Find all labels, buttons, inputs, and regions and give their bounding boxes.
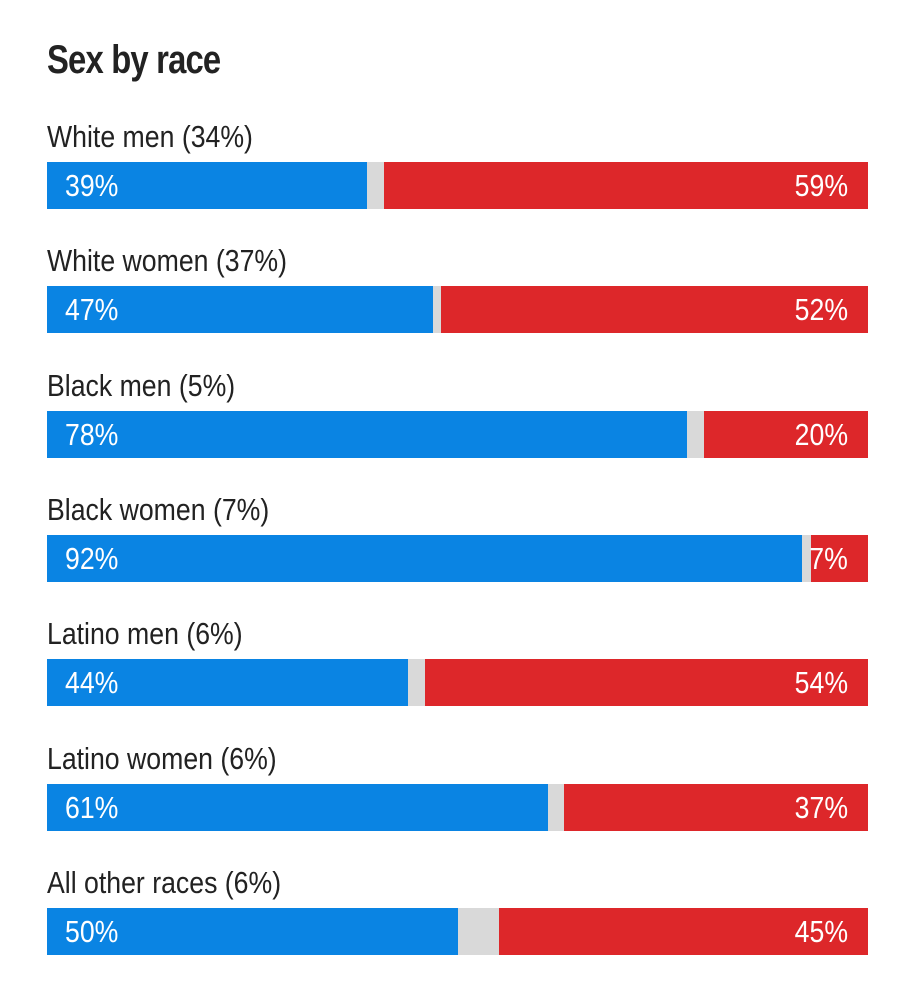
category-label: Black women (7%) [47, 492, 270, 527]
bar-row: Black women (7%) 92% 7% [47, 490, 868, 590]
bar-segment-dem [47, 659, 409, 706]
bar-segment-dem [47, 784, 548, 831]
bar-segment-rep [441, 286, 868, 333]
bar-segment-dem [47, 286, 433, 333]
bar-segment-rep [564, 784, 868, 831]
bar-track: 92% 7% [47, 535, 868, 582]
bar-row: White men (34%) 39% 59% [47, 117, 868, 217]
bar-track: 78% 20% [47, 411, 868, 458]
bar-row: Black men (5%) 78% 20% [47, 366, 868, 466]
value-label-dem: 92% [65, 541, 119, 576]
bar-track: 47% 52% [47, 286, 868, 333]
bar-track: 50% 45% [47, 908, 868, 955]
bar-track: 44% 54% [47, 659, 868, 706]
bar-segment-dem [47, 908, 458, 955]
bar-segment-dem [47, 162, 368, 209]
value-label-rep: 7% [809, 541, 848, 576]
category-label: All other races (6%) [47, 865, 282, 900]
bar-segment-dem [47, 411, 688, 458]
bar-row: Latino women (6%) 61% 37% [47, 739, 868, 839]
category-label: Black men (5%) [47, 368, 236, 403]
bar-segment-dem [47, 535, 803, 582]
bar-segment-rep [498, 908, 868, 955]
category-label: Latino women (6%) [47, 741, 277, 776]
value-label-dem: 47% [65, 292, 119, 327]
value-label-dem: 50% [65, 914, 119, 949]
value-label-rep: 37% [794, 790, 848, 825]
bar-row: White women (37%) 47% 52% [47, 241, 868, 341]
category-label: White women (37%) [47, 243, 288, 278]
bar-segment-rep [810, 535, 868, 582]
category-label: White men (34%) [47, 119, 253, 154]
value-label-rep: 59% [794, 168, 848, 203]
chart-title: Sex by race [47, 38, 221, 82]
category-label: Latino men (6%) [47, 616, 243, 651]
value-label-dem: 61% [65, 790, 119, 825]
bar-segment-rep [424, 659, 868, 706]
value-label-dem: 39% [65, 168, 119, 203]
bar-segment-rep [383, 162, 868, 209]
value-label-dem: 78% [65, 417, 119, 452]
value-label-rep: 45% [794, 914, 848, 949]
value-label-dem: 44% [65, 665, 119, 700]
value-label-rep: 52% [794, 292, 848, 327]
bar-segment-rep [703, 411, 868, 458]
value-label-rep: 20% [794, 417, 848, 452]
bar-row: All other races (6%) 50% 45% [47, 863, 868, 963]
value-label-rep: 54% [794, 665, 848, 700]
bar-track: 61% 37% [47, 784, 868, 831]
bar-track: 39% 59% [47, 162, 868, 209]
bar-row: Latino men (6%) 44% 54% [47, 614, 868, 714]
